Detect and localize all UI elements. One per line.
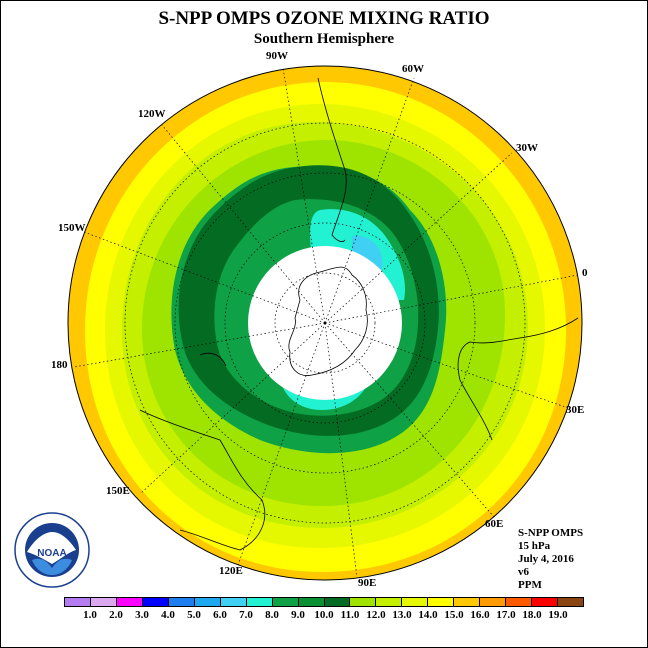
colorbar [64, 597, 584, 607]
logo-text: NOAA [37, 548, 66, 559]
colorbar-swatch [350, 598, 377, 606]
colorbar-tick-label: 3.0 [135, 609, 149, 621]
colorbar-swatch [168, 598, 195, 606]
colorbar-tick-label: 18.0 [522, 609, 542, 621]
colorbar-tick-label: 6.0 [213, 609, 227, 621]
lon-label-90e: 90E [358, 577, 377, 589]
colorbar-tick-label: 14.0 [418, 609, 438, 621]
coastlines [139, 77, 579, 551]
info-units: PPM [518, 579, 542, 591]
colorbar-tick-label: 19.0 [548, 609, 568, 621]
info-date: July 4, 2016 [518, 553, 574, 565]
colorbar-tick-label: 17.0 [496, 609, 516, 621]
colorbar-swatch [65, 598, 91, 606]
info-version: v6 [518, 566, 529, 578]
lon-label-120w: 120W [138, 108, 166, 120]
colorbar-swatch [402, 598, 429, 606]
colorbar-tick-label: 16.0 [470, 609, 490, 621]
antarctica-coast [288, 266, 368, 376]
colorbar-swatch [272, 598, 299, 606]
colorbar-swatch [428, 598, 455, 606]
lon-label-150e: 150E [106, 485, 130, 497]
colorbar-swatch [246, 598, 273, 606]
colorbar-tick-label: 8.0 [265, 609, 279, 621]
lon-label-180: 180 [51, 359, 68, 371]
colorbar-swatch [116, 598, 143, 606]
south-pole-marker [323, 321, 327, 325]
colorbar-swatch [480, 598, 507, 606]
lon-label-90w: 90W [266, 50, 288, 62]
colorbar-tick-label: 12.0 [366, 609, 386, 621]
graticule [73, 67, 579, 578]
lon-label-120e: 120E [219, 565, 243, 577]
colorbar-swatch [90, 598, 117, 606]
page-title: S-NPP OMPS OZONE MIXING RATIO [158, 8, 490, 29]
colorbar-tick-label: 7.0 [239, 609, 253, 621]
colorbar-swatch [558, 598, 584, 606]
lon-label-60w: 60W [402, 63, 424, 75]
colorbar-swatch [220, 598, 247, 606]
lon-label-0: 0 [582, 267, 588, 279]
south-america-coast [317, 77, 347, 243]
australia-coast [139, 409, 266, 551]
colorbar-tick-label: 5.0 [187, 609, 201, 621]
noaa-logo-icon: NOAA [14, 512, 90, 588]
map-border [67, 65, 583, 581]
colorbar-swatch [194, 598, 221, 606]
lon-label-30w: 30W [516, 142, 538, 154]
colorbar-tick-label: 10.0 [314, 609, 334, 621]
colorbar-tick-label: 15.0 [444, 609, 464, 621]
colorbar-swatch [298, 598, 325, 606]
new-zealand-coast [199, 352, 227, 367]
colorbar-tick-label: 2.0 [109, 609, 123, 621]
lon-label-30e: 30E [566, 404, 585, 416]
colorbar-tick-label: 13.0 [392, 609, 412, 621]
colorbar-tick-label: 9.0 [291, 609, 305, 621]
colorbar-swatch [532, 598, 559, 606]
colorbar-tick-label: 4.0 [161, 609, 175, 621]
colorbar-swatch [454, 598, 481, 606]
colorbar-tick-label: 11.0 [340, 609, 360, 621]
colorbar-swatch [376, 598, 403, 606]
colorbar-swatch [324, 598, 351, 606]
colorbar-swatch [142, 598, 169, 606]
lon-label-150w: 150W [58, 222, 86, 234]
africa-coast [457, 317, 579, 441]
colorbar-swatch [506, 598, 533, 606]
info-instrument: S-NPP OMPS [518, 527, 584, 539]
lon-label-60e: 60E [485, 518, 504, 530]
info-level: 15 hPa [518, 540, 551, 552]
page-subtitle: Southern Hemisphere [253, 31, 395, 47]
colorbar-tick-label: 1.0 [83, 609, 97, 621]
